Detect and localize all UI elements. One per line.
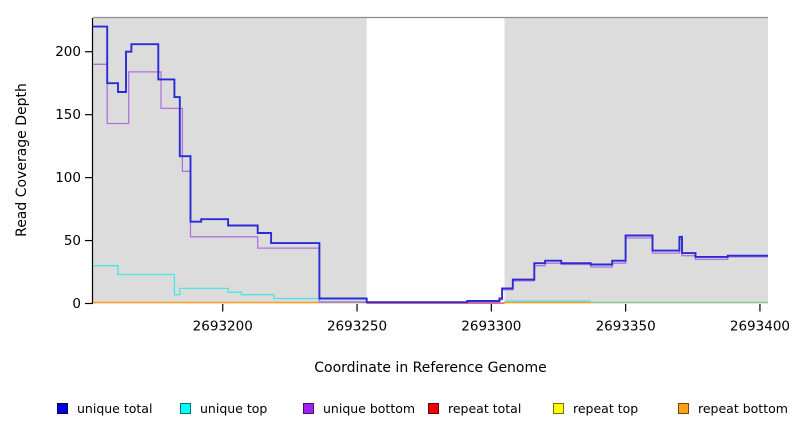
series-line-unique-top xyxy=(93,265,367,303)
x-axis-title: Coordinate in Reference Genome xyxy=(314,360,547,376)
legend-item-repeat-top: repeat top xyxy=(553,399,638,417)
x-tick-label: 2693200 xyxy=(193,319,253,335)
y-tick-label: 150 xyxy=(55,107,81,123)
no-data-region xyxy=(366,18,505,304)
legend-label: repeat top xyxy=(573,400,639,416)
y-axis-title: Read Coverage Depth xyxy=(14,83,30,237)
legend-item-unique-total: unique total xyxy=(57,399,152,417)
legend-label: repeat total xyxy=(448,400,522,416)
series-line-unique-total xyxy=(93,25,768,304)
legend-swatch-icon xyxy=(428,402,439,414)
y-tick-label: 50 xyxy=(64,233,81,249)
y-tick-label: 0 xyxy=(72,296,81,312)
x-tick-label: 2693350 xyxy=(596,319,656,335)
legend-swatch-icon xyxy=(180,402,191,414)
legend-swatch-icon xyxy=(553,402,564,414)
legend-label: repeat bottom xyxy=(698,400,788,416)
legend-item-repeat-bottom: repeat bottom xyxy=(678,399,788,417)
legend-item-repeat-total: repeat total xyxy=(428,399,521,417)
legend-item-unique-top: unique top xyxy=(180,399,267,417)
y-tick-label: 200 xyxy=(55,44,81,60)
legend-swatch-icon xyxy=(678,402,689,414)
legend-label: unique top xyxy=(200,400,268,416)
legend-label: unique bottom xyxy=(323,400,416,416)
x-tick-label: 2693250 xyxy=(327,319,387,335)
y-tick-label: 100 xyxy=(55,170,81,186)
x-tick-label: 2693300 xyxy=(461,319,521,335)
x-tick-label: 2693400 xyxy=(730,319,790,335)
legend-item-unique-bottom: unique bottom xyxy=(303,399,415,417)
legend-label: unique total xyxy=(77,400,153,416)
legend: unique total unique top unique bottom repea… xyxy=(0,399,792,423)
legend-swatch-icon xyxy=(57,402,68,414)
legend-swatch-icon xyxy=(303,402,314,414)
